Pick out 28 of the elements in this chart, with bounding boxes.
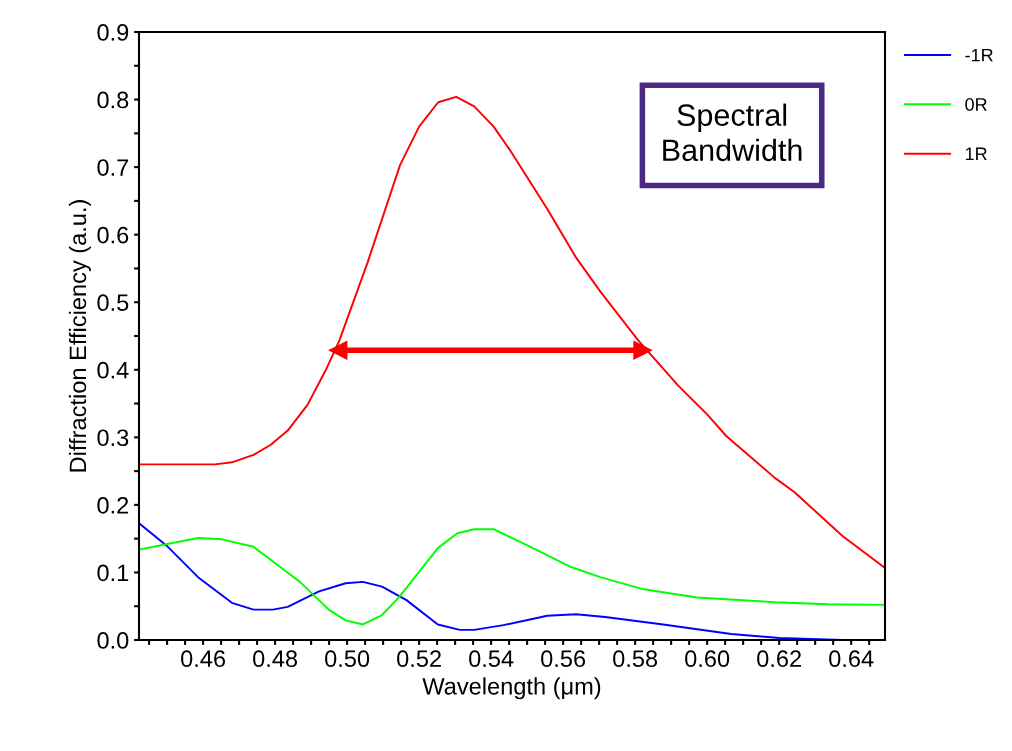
x-tick-label: 0.64 [829,650,874,668]
y-tick-label: 0.5 [97,294,129,312]
x-tick-label: 0.46 [181,650,226,668]
y-tick-label: 0.7 [97,159,129,176]
x-axis-title: Wavelength (μm) [422,677,601,700]
x-tick-label: 0.56 [541,650,586,668]
line-series [139,95,885,569]
x-tick-label: 0.58 [613,650,658,668]
legend-label: 1R [965,147,987,160]
x-tick-label: 0.48 [253,650,298,668]
y-tick-label: 0.9 [97,24,129,41]
y-tick-label: 0.2 [97,496,129,514]
legend-label: -1R [965,48,993,62]
annotation: Spectral Bandwidth [663,103,802,162]
x-tick-label: 0.62 [757,650,801,668]
y-axis-title: Diffraction Efficiency (a.u.) [68,200,91,472]
y-tick-label: 0.8 [97,91,129,109]
y-tick-label: 0.1 [97,564,129,582]
y-tick-label: 0.6 [97,226,129,244]
y-tick-label: 0.0 [97,632,129,649]
x-tick-label: 0.60 [685,650,730,668]
x-tick-label: 0.52 [397,650,441,668]
line-series [139,528,885,626]
y-tick-label: 0.4 [97,361,129,379]
x-tick-label: 0.50 [325,650,370,668]
x-tick-label: 0.54 [469,650,514,668]
legend-label: 0R [965,98,987,111]
y-tick-label: 0.3 [97,429,129,447]
